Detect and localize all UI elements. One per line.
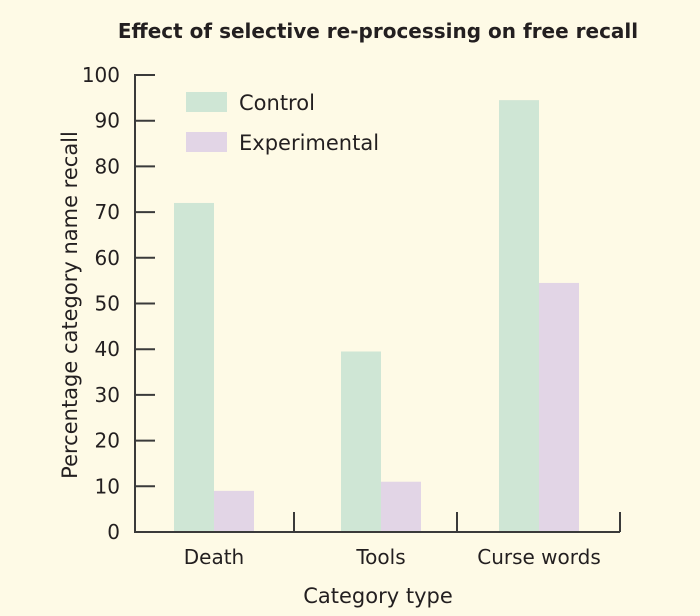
y-tick-label: 30	[95, 383, 120, 407]
legend-swatch-experimental	[186, 132, 227, 152]
bar-control-curse-words	[499, 100, 539, 532]
legend-label-control: Control	[239, 91, 315, 115]
legend-label-experimental: Experimental	[239, 131, 379, 155]
y-tick-label: 10	[95, 474, 120, 498]
bar-experimental-curse-words	[539, 282, 579, 532]
x-tick-label: Curse words	[477, 545, 601, 569]
bar-experimental-tools	[381, 481, 421, 532]
y-tick-label: 100	[82, 63, 120, 87]
bar-experimental-death	[214, 490, 254, 532]
y-axis-label: Percentage category name recall	[58, 131, 82, 479]
y-tick-label: 70	[95, 200, 120, 224]
y-tick-label: 80	[95, 154, 120, 178]
y-tick-label: 50	[95, 292, 120, 316]
y-tick-label: 40	[95, 337, 120, 361]
legend-swatch-control	[186, 92, 227, 112]
x-tick-label: Death	[184, 545, 244, 569]
bar-control-tools	[341, 351, 381, 532]
x-axis-label: Category type	[303, 584, 453, 608]
bar-control-death	[174, 202, 214, 532]
y-tick-label: 20	[95, 429, 120, 453]
y-tick-label: 90	[95, 109, 120, 133]
chart-title: Effect of selective re-processing on fre…	[118, 19, 638, 43]
x-tick-label: Tools	[355, 545, 405, 569]
y-tick-label: 60	[95, 246, 120, 270]
y-tick-label: 0	[107, 520, 120, 544]
